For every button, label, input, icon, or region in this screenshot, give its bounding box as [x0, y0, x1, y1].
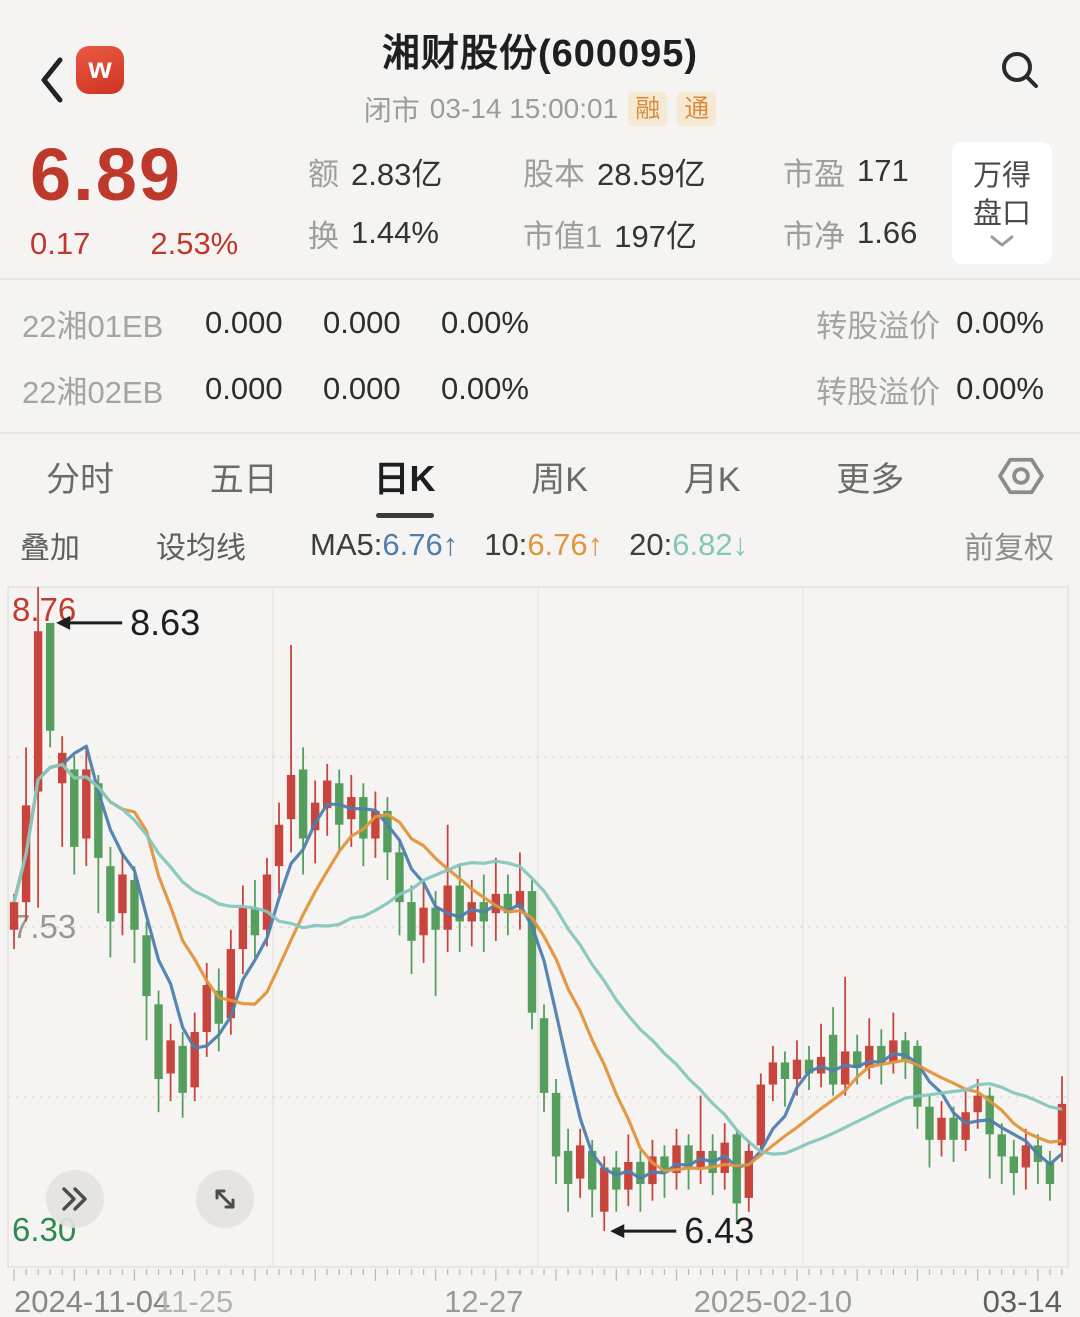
premium-value: 0.00%	[956, 305, 1044, 340]
tab-more[interactable]: 更多	[836, 460, 905, 499]
stat-value: 28.59亿	[597, 156, 706, 192]
ma5-value: 6.76	[382, 527, 443, 562]
overlay-button[interactable]: 叠加	[20, 532, 80, 565]
divider	[0, 432, 1080, 434]
header: w 湘财股份(600095) 闭市 03-14 15:00:01 融 通	[0, 0, 1080, 132]
bond-name: 22湘02EB	[22, 374, 164, 410]
divider	[0, 278, 1080, 280]
chart-settings-icon[interactable]	[998, 455, 1044, 497]
wind-logo-letter: w	[88, 52, 112, 85]
bond-change-percent: 0.00%	[441, 305, 529, 340]
svg-text:12-27: 12-27	[444, 1284, 523, 1317]
stat-label: 市盈	[783, 156, 845, 192]
active-tab-underline	[375, 513, 434, 518]
back-button[interactable]	[34, 52, 74, 108]
margin-badge: 融	[628, 92, 668, 126]
stat-value: 2.83亿	[351, 156, 443, 192]
tab-five-day[interactable]: 五日	[209, 460, 278, 499]
double-chevron-right-icon	[62, 1187, 87, 1211]
market-status: 闭市	[363, 95, 420, 126]
svg-text:8.63: 8.63	[130, 602, 200, 643]
page-title: 湘财股份(600095)	[381, 33, 699, 75]
wind-logo: w	[76, 46, 124, 94]
adjust-mode-button[interactable]: 前复权	[964, 532, 1054, 565]
svg-text:2024-11-04: 2024-11-04	[14, 1284, 170, 1317]
stat-value: 197亿	[614, 218, 697, 254]
stat-label: 市净	[783, 218, 845, 254]
svg-text:7.53: 7.53	[12, 908, 76, 945]
premium-label: 转股溢价	[816, 308, 941, 344]
chart-toolbar: 叠加 设均线 MA5: 6.76 ↑ 10: 6.76 ↑ 20: 6.82 ↓ 前复权	[0, 518, 1080, 572]
bond-row[interactable]: 22湘02EB 0.000 0.000 0.00% 转股溢价 0.00%	[0, 356, 1080, 422]
stat-value: 171	[857, 153, 909, 188]
shortable-badge: 通	[677, 92, 717, 126]
ma5-label: MA5:	[310, 527, 383, 562]
stat-value: 1.44%	[351, 215, 439, 250]
stat-label: 股本	[523, 156, 585, 192]
price-change-percent: 2.53%	[150, 226, 239, 261]
stat-label: 换	[308, 218, 339, 254]
tab-weekly-k[interactable]: 周K	[531, 460, 588, 499]
svg-text:03-14: 03-14	[983, 1284, 1062, 1317]
stat-value: 1.66	[857, 215, 918, 250]
tab-daily-k-label: 日K	[373, 458, 436, 499]
bond-list: 22湘01EB 0.000 0.000 0.00% 转股溢价 0.00% 22湘…	[0, 280, 1080, 432]
svg-text:11-25: 11-25	[156, 1284, 233, 1317]
bond-change: 0.000	[323, 305, 401, 340]
panel-button-line2: 盘口	[972, 198, 1031, 230]
tab-daily-k[interactable]: 日K	[372, 436, 438, 518]
svg-text:6.43: 6.43	[684, 1210, 754, 1251]
stat-label: 额	[308, 156, 339, 192]
ma20-arrow-icon: ↓	[732, 527, 749, 562]
ma10-value: 6.76	[527, 527, 588, 562]
ma20-value: 6.82	[672, 527, 733, 562]
bond-price: 0.000	[205, 371, 283, 406]
expand-icon	[215, 1189, 235, 1209]
bond-name: 22湘01EB	[22, 308, 164, 344]
fast-forward-button[interactable]	[46, 1170, 104, 1228]
period-tabs: 分时 五日 日K 周K 月K 更多	[0, 434, 1080, 518]
bond-row[interactable]: 22湘01EB 0.000 0.000 0.00% 转股溢价 0.00%	[0, 290, 1080, 356]
wind-order-book-button[interactable]: 万得 盘口	[952, 142, 1052, 264]
quote-datetime: 03-14 15:00:01	[429, 93, 619, 124]
ma-legend: MA5: 6.76 ↑ 10: 6.76 ↑ 20: 6.82 ↓	[310, 527, 748, 563]
ma5-arrow-icon: ↑	[442, 527, 459, 562]
chart-area: 8.76 7.53 6.30 8.63 6.43 2024-11-04 11-25 12-27…	[0, 572, 1080, 1317]
svg-text:2025-02-10: 2025-02-10	[694, 1284, 853, 1317]
ma10-label: 10:	[484, 527, 528, 562]
premium-label: 转股溢价	[816, 374, 941, 410]
bond-change: 0.000	[323, 371, 401, 406]
bond-price: 0.000	[205, 305, 283, 340]
premium-value: 0.00%	[956, 371, 1044, 406]
stat-label: 市值1	[523, 218, 603, 254]
quote-stats: 额 2.83亿 股本 28.59亿 市盈 171 换 1.44% 市值1 197亿 市净 1…	[308, 140, 973, 278]
chevron-down-icon	[990, 235, 1014, 247]
price-change: 0.17	[30, 226, 91, 261]
bond-change-percent: 0.00%	[441, 371, 529, 406]
expand-chart-button[interactable]	[196, 1170, 254, 1228]
tab-intraday[interactable]: 分时	[46, 460, 114, 499]
search-icon[interactable]	[998, 48, 1042, 92]
tab-monthly-k[interactable]: 月K	[683, 460, 741, 499]
ma20-label: 20:	[629, 527, 673, 562]
back-chevron-icon	[41, 57, 63, 103]
last-price: 6.89	[30, 133, 183, 216]
set-ma-button[interactable]: 设均线	[156, 532, 246, 565]
panel-button-line1: 万得	[972, 159, 1031, 192]
ma10-arrow-icon: ↑	[587, 527, 604, 562]
